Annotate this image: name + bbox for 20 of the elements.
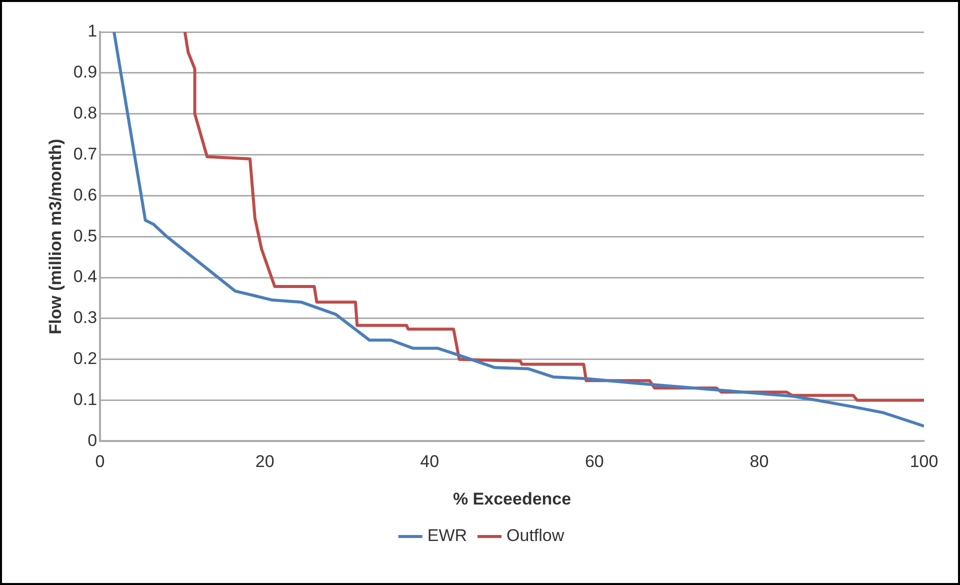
y-tick-label: 0.4 — [73, 267, 98, 286]
y-tick-label: 0.5 — [73, 226, 98, 246]
y-tick-label: 0.8 — [73, 104, 98, 123]
x-tick-label: 60 — [584, 452, 604, 472]
legend-label: Outflow — [506, 526, 565, 546]
legend-label: EWR — [427, 526, 468, 546]
y-tick-label: 0.7 — [73, 144, 98, 164]
x-tick-label: 100 — [910, 452, 938, 472]
y-tick-label: 0.6 — [73, 185, 98, 204]
x-tick-label: 40 — [420, 452, 440, 472]
x-tick-label: 20 — [255, 452, 274, 472]
y-tick-label: 0.1 — [73, 390, 98, 409]
y-tick-label: 0.9 — [73, 62, 98, 82]
y-axis-title: Flow (million m3/month) — [46, 138, 65, 334]
y-tick-label: 0.3 — [73, 308, 98, 328]
y-tick-label: 0.2 — [73, 349, 98, 368]
y-tick-label: 0 — [88, 430, 98, 450]
x-axis-title: % Exceedence — [452, 489, 572, 508]
y-tick-label: 1 — [88, 22, 98, 41]
x-tick-label: 80 — [750, 452, 769, 472]
